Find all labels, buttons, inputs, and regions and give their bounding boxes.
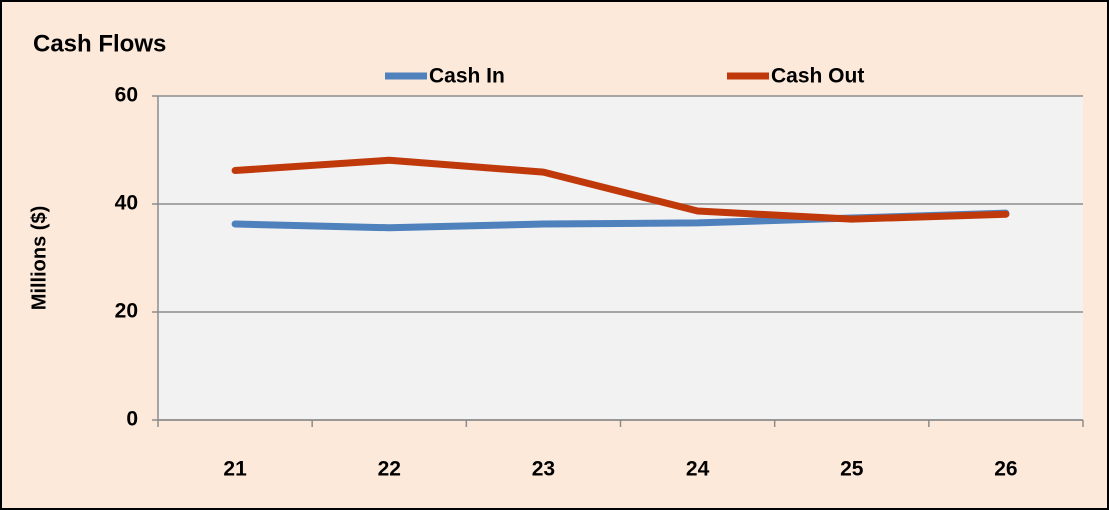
- y-tick-label: 0: [126, 408, 138, 431]
- legend-label: Cash In: [429, 65, 505, 88]
- x-tick-label: 21: [223, 458, 247, 481]
- x-tick-label: 22: [378, 458, 401, 481]
- y-tick-label: 20: [115, 300, 138, 323]
- x-tick-label: 26: [994, 458, 1017, 481]
- legend-label: Cash Out: [771, 65, 864, 88]
- x-tick-label: 23: [532, 458, 555, 481]
- chart-title: Cash Flows: [33, 30, 166, 57]
- x-tick-label: 25: [840, 458, 864, 481]
- plot-area: [158, 96, 1083, 420]
- x-tick-label: 24: [686, 458, 710, 481]
- y-axis-label: Millions ($): [28, 206, 50, 310]
- y-tick-label: 40: [115, 192, 138, 215]
- y-tick-label: 60: [115, 84, 138, 107]
- series-line: [231, 156, 1010, 223]
